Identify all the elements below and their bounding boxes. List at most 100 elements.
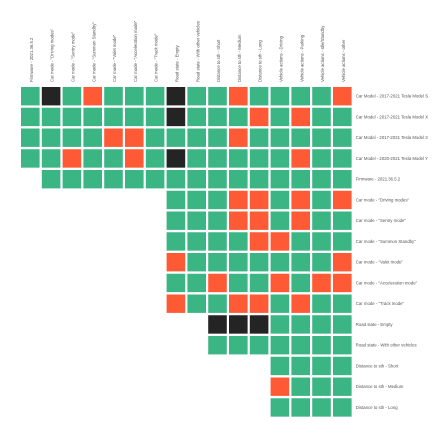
heatmap-cell: [187, 211, 206, 230]
heatmap-cell: [333, 398, 352, 417]
heatmap-cell: [166, 107, 186, 127]
heatmap-cell: [291, 149, 310, 168]
row-label: Car mode - "Sentry mode": [356, 218, 407, 223]
heatmap-cell: [270, 170, 290, 189]
row-label: Distance to sth - Long: [356, 405, 398, 410]
heatmap-cell: [291, 253, 310, 272]
heatmap-cell: [145, 128, 165, 147]
heatmap-cell: [166, 211, 186, 230]
heatmap-cell: [291, 336, 310, 355]
column-label: Firmware - 2021.36.5.2: [29, 37, 34, 82]
heatmap-cell: [249, 170, 269, 189]
heatmap-cell: [333, 377, 352, 396]
heatmap-cell: [166, 128, 186, 147]
column-label: Car mode - "Track mode": [154, 33, 159, 82]
heatmap-cell: [312, 356, 331, 376]
heatmap-cell: [62, 107, 82, 127]
heatmap-cell: [62, 87, 82, 106]
column-label: Road state - With other vehicles: [195, 21, 200, 82]
heatmap-cell: [208, 232, 227, 251]
heatmap-cell: [291, 315, 310, 334]
heatmap-cell: [270, 128, 290, 147]
row-label: Car mode - "Summon Standby": [356, 239, 416, 244]
heatmap-cell: [208, 170, 227, 189]
column-label: Distance to sth - Medium: [237, 34, 242, 82]
heatmap-cell: [187, 149, 206, 168]
heatmap-cell: [187, 107, 206, 127]
heatmap-cell: [333, 107, 352, 127]
heatmap-cell: [145, 149, 165, 168]
heatmap-cell: [83, 128, 102, 147]
heatmap-cell: [21, 87, 40, 106]
heatmap-cell: [249, 211, 269, 230]
heatmap-cell: [208, 149, 227, 168]
column-label: Vehicle actions - Driving: [279, 36, 284, 82]
heatmap-cell: [83, 149, 102, 168]
heatmap-cell: [249, 107, 269, 127]
heatmap-cell: [104, 87, 123, 106]
heatmap-cell: [270, 336, 290, 355]
heatmap-cell: [229, 232, 248, 251]
heatmap-cell: [229, 336, 248, 355]
heatmap-cell: [270, 356, 290, 376]
heatmap-cell: [41, 128, 61, 147]
column-label: Car mode - "Valet mode": [112, 34, 117, 82]
heatmap-cell: [229, 128, 248, 147]
heatmap-cell: [125, 107, 144, 127]
heatmap-cell: [41, 87, 61, 106]
heatmap-cell: [62, 128, 82, 147]
heatmap-cell: [208, 87, 227, 106]
row-labels: Car Model - 2017-2021 Tesla Model S Car M…: [356, 94, 428, 410]
heatmap-cell: [166, 253, 186, 272]
heatmap-cell: [208, 315, 227, 334]
heatmap-cell: [145, 107, 165, 127]
heatmap-cell: [312, 211, 331, 230]
heatmap-cell: [145, 87, 165, 106]
heatmap-cell: [270, 273, 290, 293]
heatmap-cell: [312, 315, 331, 334]
heatmap-cell: [41, 170, 61, 189]
heatmap-cell: [249, 149, 269, 168]
heatmap-cell: [312, 398, 331, 417]
column-label: Car mode - "Driving modes": [50, 28, 55, 82]
heatmap-cell: [41, 107, 61, 127]
heatmap-cell: [208, 128, 227, 147]
row-label: Car Model - 2017-2021 Tesla Model S: [356, 94, 428, 99]
heatmap-cell: [21, 107, 40, 127]
heatmap-cell: [166, 170, 186, 189]
heatmap-cell: [208, 190, 227, 210]
heatmap-cell: [208, 273, 227, 293]
heatmap-cell: [291, 87, 310, 106]
heatmap-cell: [333, 170, 352, 189]
heatmap-cell: [62, 170, 82, 189]
heatmap-cell: [208, 107, 227, 127]
heatmap-cell: [166, 190, 186, 210]
heatmap-cell: [270, 398, 290, 417]
heatmap-cell: [104, 128, 123, 147]
column-label: Car mode - "Summon Standby": [91, 22, 96, 82]
heatmap-cell: [333, 273, 352, 293]
heatmap-cell: [21, 128, 40, 147]
heatmap-cell: [312, 190, 331, 210]
heatmap-cell: [291, 377, 310, 396]
heatmap-cell: [270, 107, 290, 127]
heatmap-cell: [270, 211, 290, 230]
heatmap-cell: [249, 190, 269, 210]
heatmap-cell: [291, 190, 310, 210]
heatmap-cell: [333, 253, 352, 272]
heatmap-cell: [104, 149, 123, 168]
heatmap-cell: [41, 149, 61, 168]
heatmap-cell: [166, 294, 186, 313]
row-label: Firmware - 2021.36.5.2: [356, 177, 401, 182]
column-label: Distance to sth - Long: [258, 40, 263, 82]
heatmap-cell: [312, 336, 331, 355]
heatmap-cell: [249, 128, 269, 147]
heatmap-cell: [291, 356, 310, 376]
heatmap-cell: [312, 377, 331, 396]
heatmap-cell: [312, 149, 331, 168]
column-label: Vehicle actions - other: [341, 39, 346, 82]
column-label: Car mode - "Sentry mode": [71, 31, 76, 82]
heatmap-cell: [166, 273, 186, 293]
column-labels: Firmware - 2021.36.5.2 Car mode - "Drivin…: [29, 20, 346, 82]
heatmap-cell: [291, 294, 310, 313]
